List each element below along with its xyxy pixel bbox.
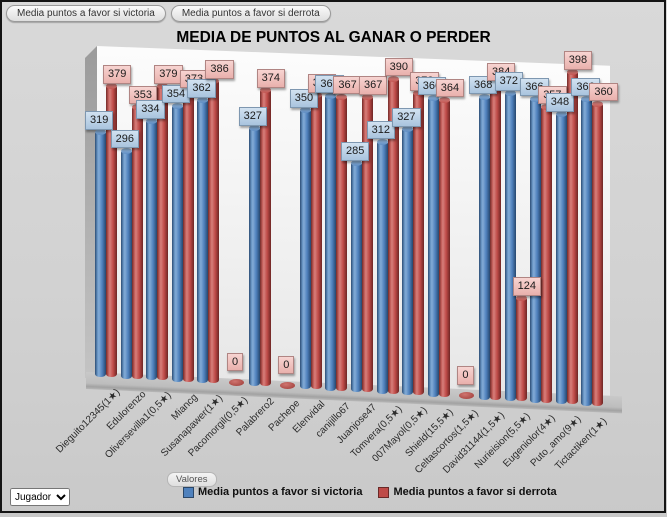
- chart-title: MEDIA DE PUNTOS AL GANAR O PERDER: [176, 29, 491, 46]
- derrota-value-label: 360: [589, 82, 618, 102]
- derrota-value-label: 379: [103, 65, 132, 84]
- victoria-bar[interactable]: [95, 129, 106, 377]
- derrota-bar[interactable]: [336, 93, 348, 391]
- derrota-bar[interactable]: [362, 94, 373, 392]
- legend-item-derrota: Media puntos a favor si derrota: [378, 486, 557, 498]
- victoria-value-label: 285: [341, 142, 370, 161]
- derrota-bar[interactable]: [106, 83, 117, 377]
- victoria-bar[interactable]: [530, 95, 542, 403]
- jugador-select[interactable]: Jugador: [10, 488, 70, 506]
- victoria-bar[interactable]: [120, 147, 132, 379]
- victoria-bar[interactable]: [504, 90, 516, 401]
- derrota-bar[interactable]: [592, 100, 604, 406]
- derrota-value-label: 367: [333, 75, 362, 95]
- derrota-value-label: 379: [154, 65, 183, 84]
- series-toggle-toolbar: Media puntos a favor si victoria Media p…: [6, 5, 331, 22]
- victoria-bar[interactable]: [427, 94, 439, 397]
- legend-swatch-victoria: [183, 486, 194, 498]
- victoria-value-label: 327: [392, 108, 421, 127]
- victoria-bar[interactable]: [248, 125, 260, 386]
- legend-label-derrota: Media puntos a favor si derrota: [393, 486, 557, 498]
- victoria-value-label: 334: [136, 100, 165, 119]
- derrota-value-label: 124: [512, 277, 541, 296]
- legend: Media puntos a favor si victoria Media p…: [183, 486, 557, 498]
- victoria-value-label: 296: [110, 129, 139, 149]
- victoria-bar[interactable]: [299, 107, 311, 389]
- victoria-value-label: 312: [366, 120, 395, 140]
- derrota-value-label: 353: [128, 85, 157, 105]
- derrota-value-label: 398: [563, 51, 593, 70]
- derrota-bar[interactable]: [438, 96, 450, 397]
- victoria-bar[interactable]: [325, 92, 337, 391]
- legend-label-victoria: Media puntos a favor si victoria: [198, 486, 363, 498]
- derrota-value-label: 0: [227, 352, 244, 372]
- toggle-derrota-button[interactable]: Media puntos a favor si derrota: [170, 5, 331, 22]
- victoria-value-label: 319: [85, 111, 114, 130]
- valores-button[interactable]: Valores: [167, 472, 217, 487]
- derrota-value-label: 0: [457, 366, 474, 385]
- derrota-bar[interactable]: [515, 295, 527, 401]
- derrota-bar[interactable]: [387, 75, 399, 394]
- derrota-bar[interactable]: [566, 69, 578, 404]
- legend-item-victoria: Media puntos a favor si victoria: [183, 486, 362, 498]
- derrota-value-label: 367: [359, 76, 388, 95]
- derrota-value-label: 390: [384, 57, 413, 77]
- victoria-value-label: 350: [289, 89, 319, 108]
- victoria-bar[interactable]: [171, 102, 183, 382]
- victoria-value-label: 362: [187, 79, 216, 98]
- victoria-bar[interactable]: [581, 95, 593, 406]
- victoria-bar[interactable]: [402, 126, 414, 395]
- zero-bar-marker[interactable]: [280, 381, 296, 389]
- legend-swatch-derrota: [378, 486, 390, 498]
- victoria-value-label: 348: [545, 93, 575, 112]
- derrota-value-label: 386: [205, 60, 234, 79]
- victoria-value-label: 327: [238, 107, 267, 126]
- derrota-bar[interactable]: [259, 87, 271, 386]
- derrota-value-label: 0: [278, 355, 295, 375]
- victoria-value-label: 372: [494, 72, 523, 91]
- victoria-bar[interactable]: [197, 97, 209, 383]
- derrota-value-label: 364: [435, 78, 465, 98]
- victoria-bar[interactable]: [376, 138, 388, 394]
- victoria-bar[interactable]: [555, 111, 567, 404]
- toggle-victoria-button[interactable]: Media puntos a favor si victoria: [6, 5, 166, 22]
- zero-bar-marker[interactable]: [229, 378, 244, 386]
- derrota-value-label: 374: [256, 69, 285, 88]
- zero-bar-marker[interactable]: [459, 392, 475, 399]
- victoria-bar[interactable]: [146, 118, 158, 380]
- victoria-bar[interactable]: [479, 93, 490, 400]
- victoria-bar[interactable]: [351, 160, 362, 392]
